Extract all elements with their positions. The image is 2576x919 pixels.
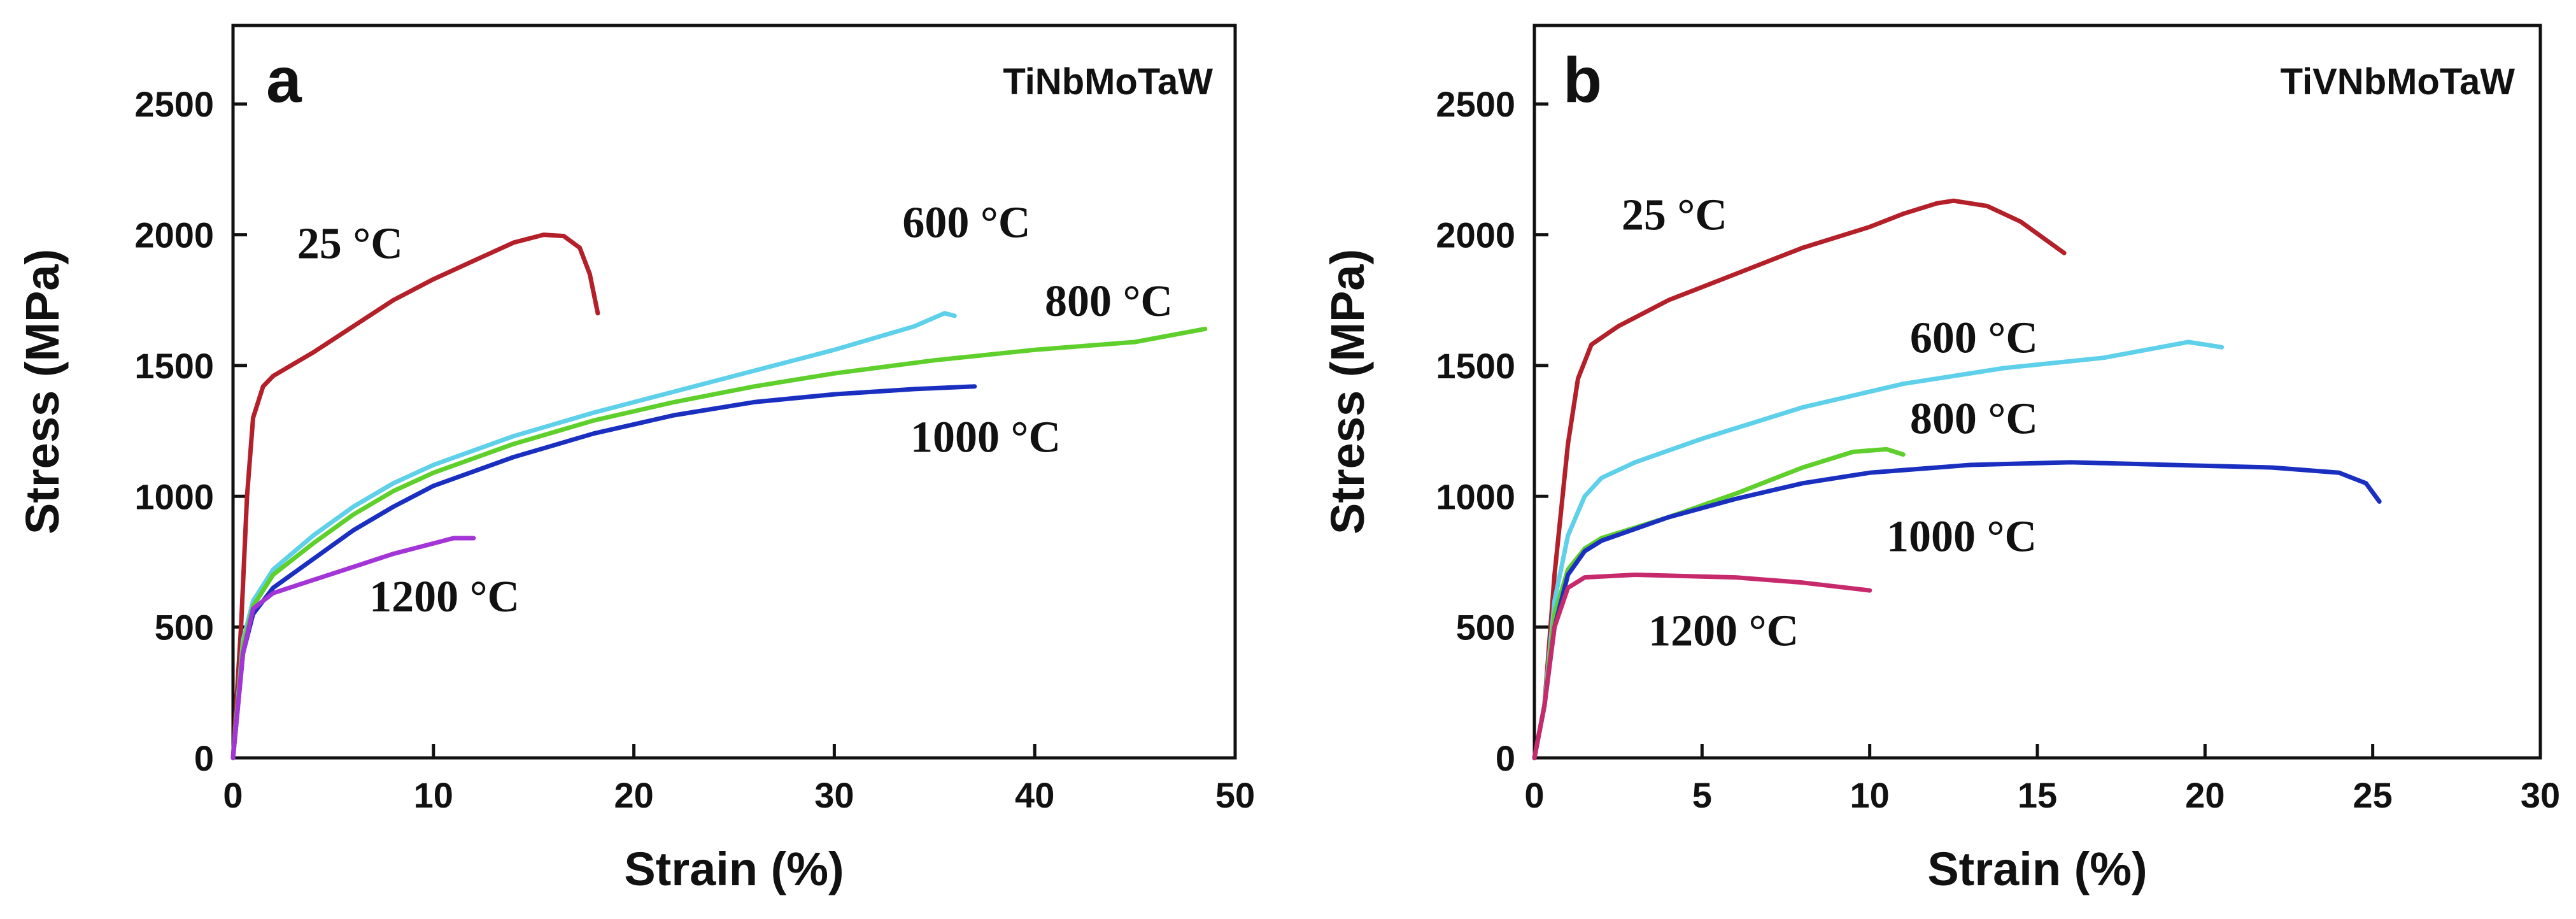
panel-a-curve-label: 800 °C: [1045, 277, 1173, 326]
panel-a-y-tick-label: 1500: [134, 346, 214, 386]
panel-b-letter: b: [1563, 45, 1602, 116]
panel-b-y-tick-label: 0: [1496, 738, 1515, 778]
panel-b-curve-800c: [1532, 446, 1906, 760]
panel-a-y-tick-label: 1000: [134, 476, 214, 516]
panel-b-y-tick-label: 500: [1456, 608, 1515, 648]
panel-a-x-axis-title: Strain (%): [624, 843, 844, 895]
panel-b-curve-25c: [1532, 198, 2067, 760]
panel-b-x-axis-title: Strain (%): [1927, 843, 2147, 895]
panel-b-curve-1200c: [1532, 573, 1872, 760]
panel-b-axis-ticks: 0 5 10 15 20 25 30 0 500 1000 1500 2000 2500: [1436, 84, 2560, 815]
panel-a-y-axis-title: Stress (MPa): [16, 249, 69, 534]
panel-a-curve-label: 1200 °C: [369, 573, 520, 622]
panel-b-curve-label: 600 °C: [1910, 313, 2038, 362]
panel-b-y-tick-label: 2000: [1436, 215, 1515, 255]
panel-b-curve-label: 1000 °C: [1886, 513, 2037, 562]
panel-b-curve-label: 1200 °C: [1648, 606, 1799, 655]
panel-a-x-tick-label: 50: [1215, 775, 1255, 815]
panel-a-x-tick-label: 30: [814, 775, 854, 815]
panel-a-x-tick-label: 20: [614, 775, 653, 815]
panel-b-x-tick-label: 10: [1850, 775, 1890, 815]
panel-a-x-tick-label: 10: [414, 775, 453, 815]
panel-a-curve-label: 600 °C: [902, 199, 1030, 248]
panel-b-chart: 0 5 10 15 20 25 30 0 500 1000 1500 2000 2500 25 °C 60…: [1321, 24, 2560, 895]
panel-a-curve-labels: 25 °C 600 °C 800 °C 1000 °C 1200 °C: [297, 199, 1173, 622]
panel-b-x-tick-label: 30: [2521, 775, 2560, 815]
panel-b-alloy-label: TiVNbMoTaW: [2281, 61, 2516, 103]
panel-a-y-tick-label: 2000: [134, 215, 214, 255]
panel-b-curve-label: 800 °C: [1910, 395, 2038, 444]
panel-b-y-tick-label: 1500: [1436, 346, 1515, 386]
panel-a-alloy-label: TiNbMoTaW: [1003, 61, 1213, 103]
panel-a-curves: [230, 232, 1208, 760]
panel-b-curve-600c: [1532, 339, 2225, 760]
panel-b-y-tick-label: 2500: [1436, 84, 1515, 124]
panel-a-curve-800c: [230, 326, 1208, 760]
panel-b-y-tick-label: 1000: [1436, 476, 1515, 516]
panel-a-x-tick-label: 40: [1015, 775, 1054, 815]
panel-b-curve-1000c: [1532, 460, 2382, 760]
panel-a-curve-25c: [230, 232, 600, 760]
panel-a-curve-1200c: [230, 536, 476, 760]
panel-a-letter: a: [266, 45, 302, 116]
panel-b-curves: [1532, 198, 2382, 760]
panel-a-plot-frame: [231, 24, 1237, 760]
panel-a-y-tick-label: 500: [155, 608, 214, 648]
panel-a-y-tick-label: 0: [194, 738, 214, 778]
panel-b-y-axis-title: Stress (MPa): [1321, 249, 1374, 534]
panel-a-curve-label: 25 °C: [297, 220, 403, 269]
panel-b-curve-labels: 25 °C 600 °C 800 °C 1000 °C 1200 °C: [1622, 190, 2038, 655]
panel-b-x-tick-label: 15: [2018, 775, 2057, 815]
panel-a-x-tick-label: 0: [223, 775, 243, 815]
panel-b-x-tick-label: 25: [2353, 775, 2393, 815]
panel-a-curve-600c: [230, 311, 957, 760]
panel-b-curve-label: 25 °C: [1622, 190, 1727, 239]
panel-b-x-tick-label: 20: [2185, 775, 2225, 815]
panel-b-x-tick-label: 5: [1692, 775, 1712, 815]
panel-a-y-tick-label: 2500: [134, 84, 214, 124]
panel-b-x-tick-label: 0: [1524, 775, 1544, 815]
panel-a-curve-label: 1000 °C: [910, 413, 1061, 462]
